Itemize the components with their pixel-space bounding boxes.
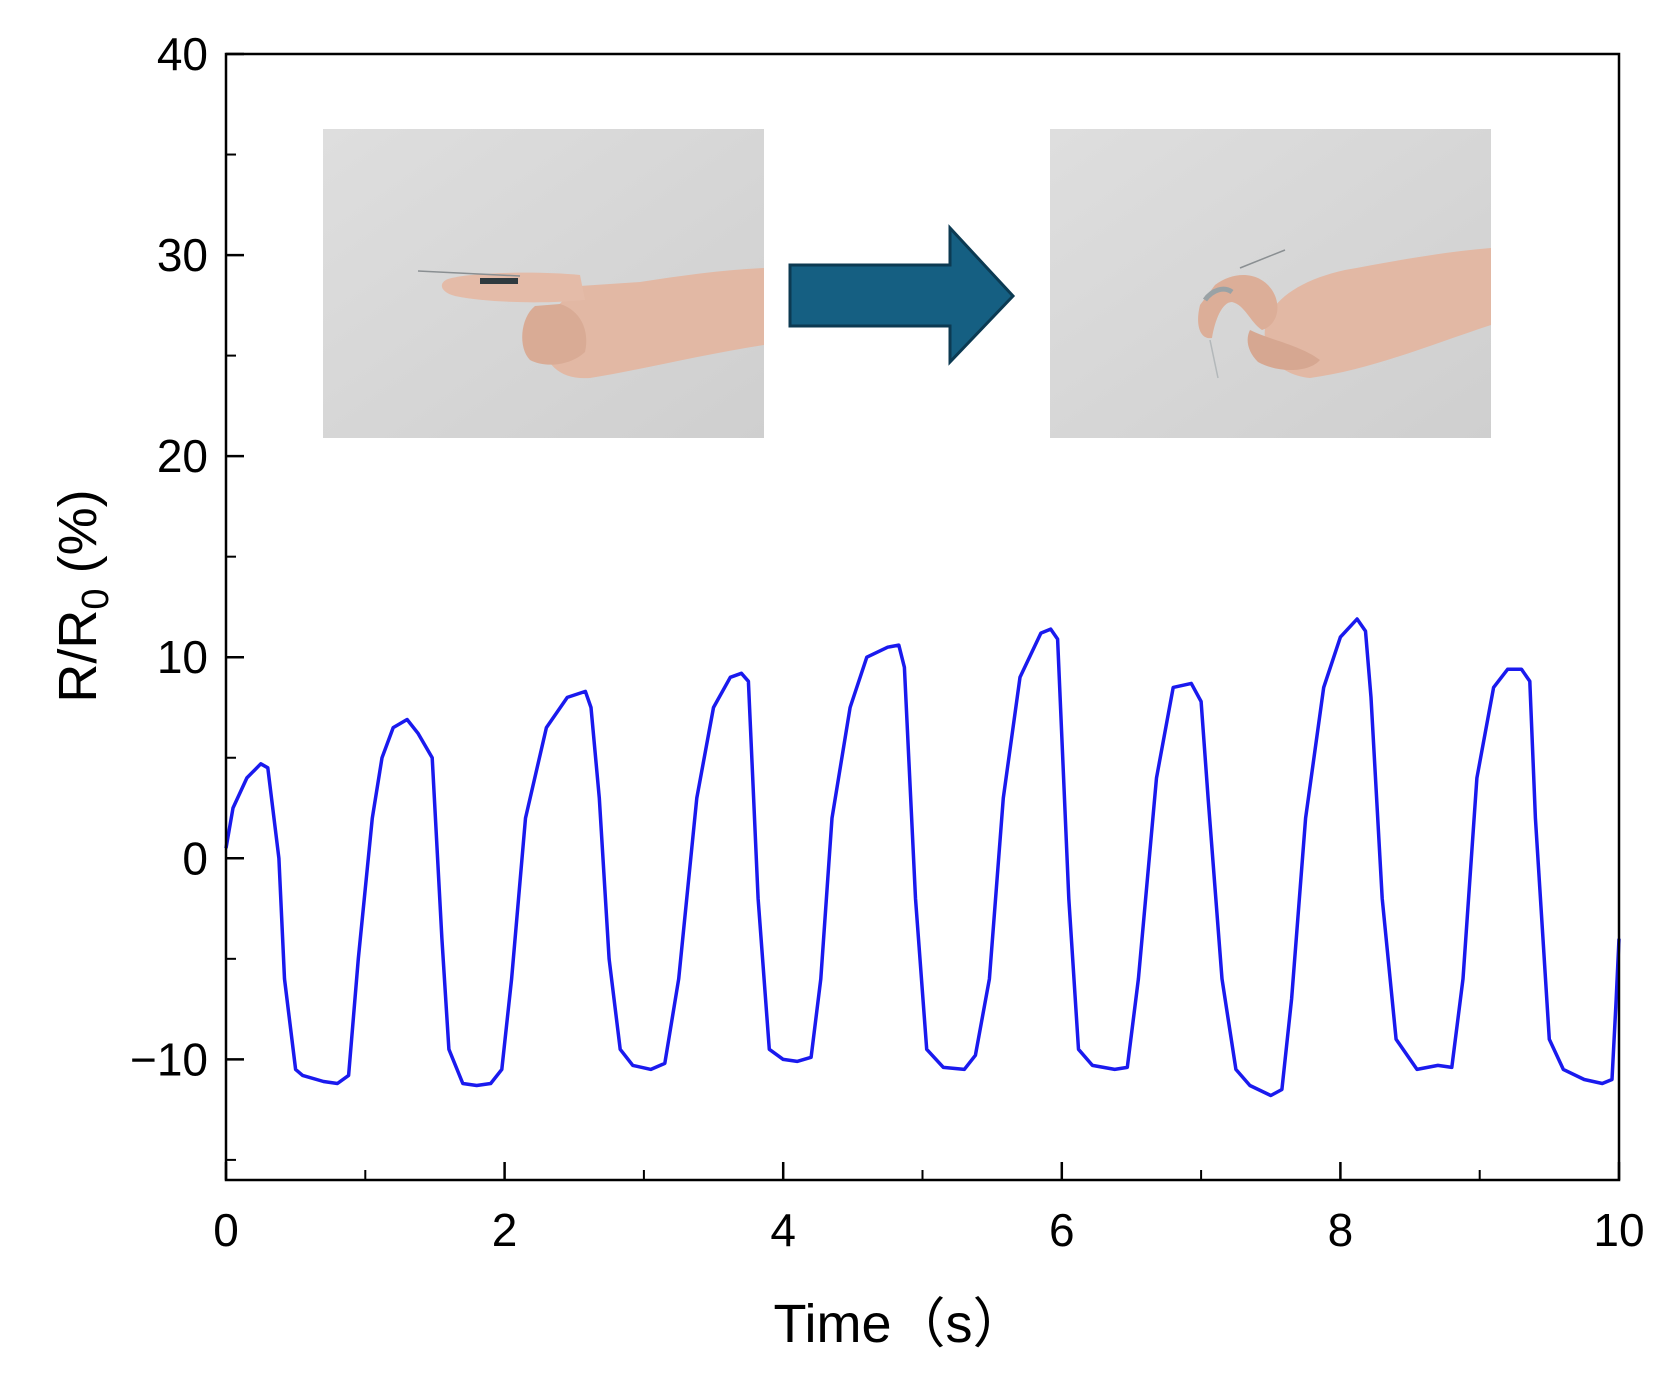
x-tick-label: 0 xyxy=(213,1204,239,1256)
y-tick-label: 10 xyxy=(157,631,208,683)
y-axis-title-unit: (%) xyxy=(48,489,108,588)
inset-photo-bent-finger xyxy=(1050,129,1491,438)
y-axis-title-main: R/R xyxy=(48,610,108,703)
x-tick-label: 2 xyxy=(492,1204,518,1256)
x-tick-label: 8 xyxy=(1328,1204,1354,1256)
inset-photo-straight-finger xyxy=(323,129,764,438)
x-tick-label: 10 xyxy=(1593,1204,1644,1256)
series-line-0 xyxy=(224,617,1621,1098)
x-tick-label: 4 xyxy=(770,1204,796,1256)
y-tick-label: −10 xyxy=(130,1033,208,1085)
y-tick-label: 30 xyxy=(157,229,208,281)
svg-text:R/R0 (%): R/R0 (%) xyxy=(48,489,117,702)
y-tick-label: 40 xyxy=(157,28,208,80)
y-axis-title-subscript: 0 xyxy=(75,588,117,609)
x-axis-title: Time（s） xyxy=(774,1294,1027,1354)
y-axis-title: R/R0 (%) xyxy=(48,489,117,702)
x-tick-label: 6 xyxy=(1049,1204,1075,1256)
y-tick-label: 20 xyxy=(157,430,208,482)
y-tick-label: 0 xyxy=(182,832,208,884)
arrow-right-icon xyxy=(788,224,1016,366)
